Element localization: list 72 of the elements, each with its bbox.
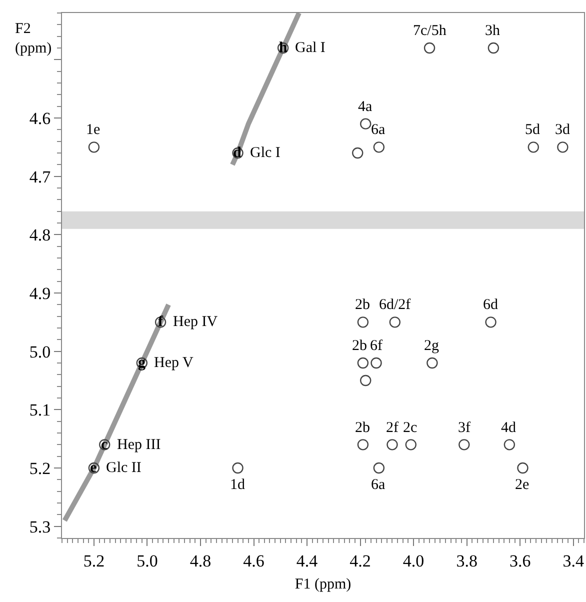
point <box>426 357 438 369</box>
annotation: Hep III <box>117 437 161 453</box>
point <box>405 439 416 450</box>
point <box>357 357 369 369</box>
annotation: 2f <box>386 420 398 436</box>
annotation: Glc II <box>106 460 142 476</box>
annotation: Hep IV <box>173 314 218 330</box>
y-tick-label: 4.6 <box>29 108 51 128</box>
point <box>360 374 372 386</box>
x-tick-label: 5.2 <box>83 551 105 570</box>
point <box>352 147 364 159</box>
x-tick-label: 3.4 <box>562 551 584 570</box>
annotation: 4d <box>501 420 516 436</box>
x-tick-label: 4.2 <box>350 551 371 570</box>
y-tick-label: 5.2 <box>29 458 51 478</box>
annotation: 7c/5h <box>413 23 447 39</box>
annotation: 4a <box>358 99 372 115</box>
point <box>458 439 470 450</box>
annotation: Glc I <box>250 145 280 161</box>
annotation: 6d <box>483 297 498 313</box>
annotation: e <box>90 460 97 476</box>
y-tick-label: 5.1 <box>29 400 51 420</box>
annotation: f <box>158 314 164 330</box>
y-axis-title: F2 (ppm) <box>15 21 52 56</box>
annotation: 2b <box>355 297 370 313</box>
point <box>485 316 496 328</box>
point <box>360 118 372 130</box>
point <box>373 142 385 153</box>
annotation: 3f <box>458 420 470 436</box>
point <box>232 462 244 474</box>
annotation: 3h <box>485 23 500 39</box>
point <box>504 439 516 450</box>
point <box>373 462 385 474</box>
y-tick-label: 5.3 <box>29 517 51 536</box>
y-tick-label: 4.7 <box>29 167 52 186</box>
x-tick-label: 3.6 <box>509 551 531 570</box>
y-tick-label: 5.0 <box>29 342 51 362</box>
annotation: 6f <box>370 338 382 354</box>
point <box>424 42 436 54</box>
annotation: 3d <box>555 122 570 138</box>
annotation: 2b <box>352 338 367 354</box>
annotation: 2g <box>424 338 440 354</box>
point <box>557 142 568 153</box>
annotation: 6a <box>371 477 386 493</box>
y-tick-label: 4.8 <box>29 226 51 245</box>
point <box>357 439 369 450</box>
annotation: 6d/2f <box>379 297 411 313</box>
annotation: 2e <box>515 477 530 493</box>
annotation: 6a <box>371 122 386 138</box>
annotation: Gal I <box>295 40 326 56</box>
point <box>517 462 528 474</box>
annotation: Hep V <box>154 355 194 371</box>
annotation: 2c <box>403 420 418 436</box>
x-tick-label: 4.0 <box>402 551 424 570</box>
x-tick-label: 5.0 <box>136 551 158 570</box>
point <box>528 142 539 153</box>
x-tick-label: 3.8 <box>456 551 478 570</box>
x-tick-label: 4.8 <box>190 551 212 570</box>
annotation: 2b <box>355 420 370 436</box>
point <box>88 142 100 153</box>
annotation: 1d <box>230 477 246 493</box>
y-tick-label: 4.9 <box>29 284 51 303</box>
x-tick-label: 4.4 <box>296 551 318 570</box>
point <box>488 42 500 54</box>
point <box>389 316 401 328</box>
x-tick-label: 4.6 <box>243 551 264 570</box>
annotation: 1e <box>86 122 100 138</box>
x-axis-title: F1 (ppm) <box>294 576 352 592</box>
point <box>357 316 369 328</box>
point <box>370 357 382 369</box>
annotation: 5d <box>525 122 540 138</box>
point <box>386 439 398 450</box>
